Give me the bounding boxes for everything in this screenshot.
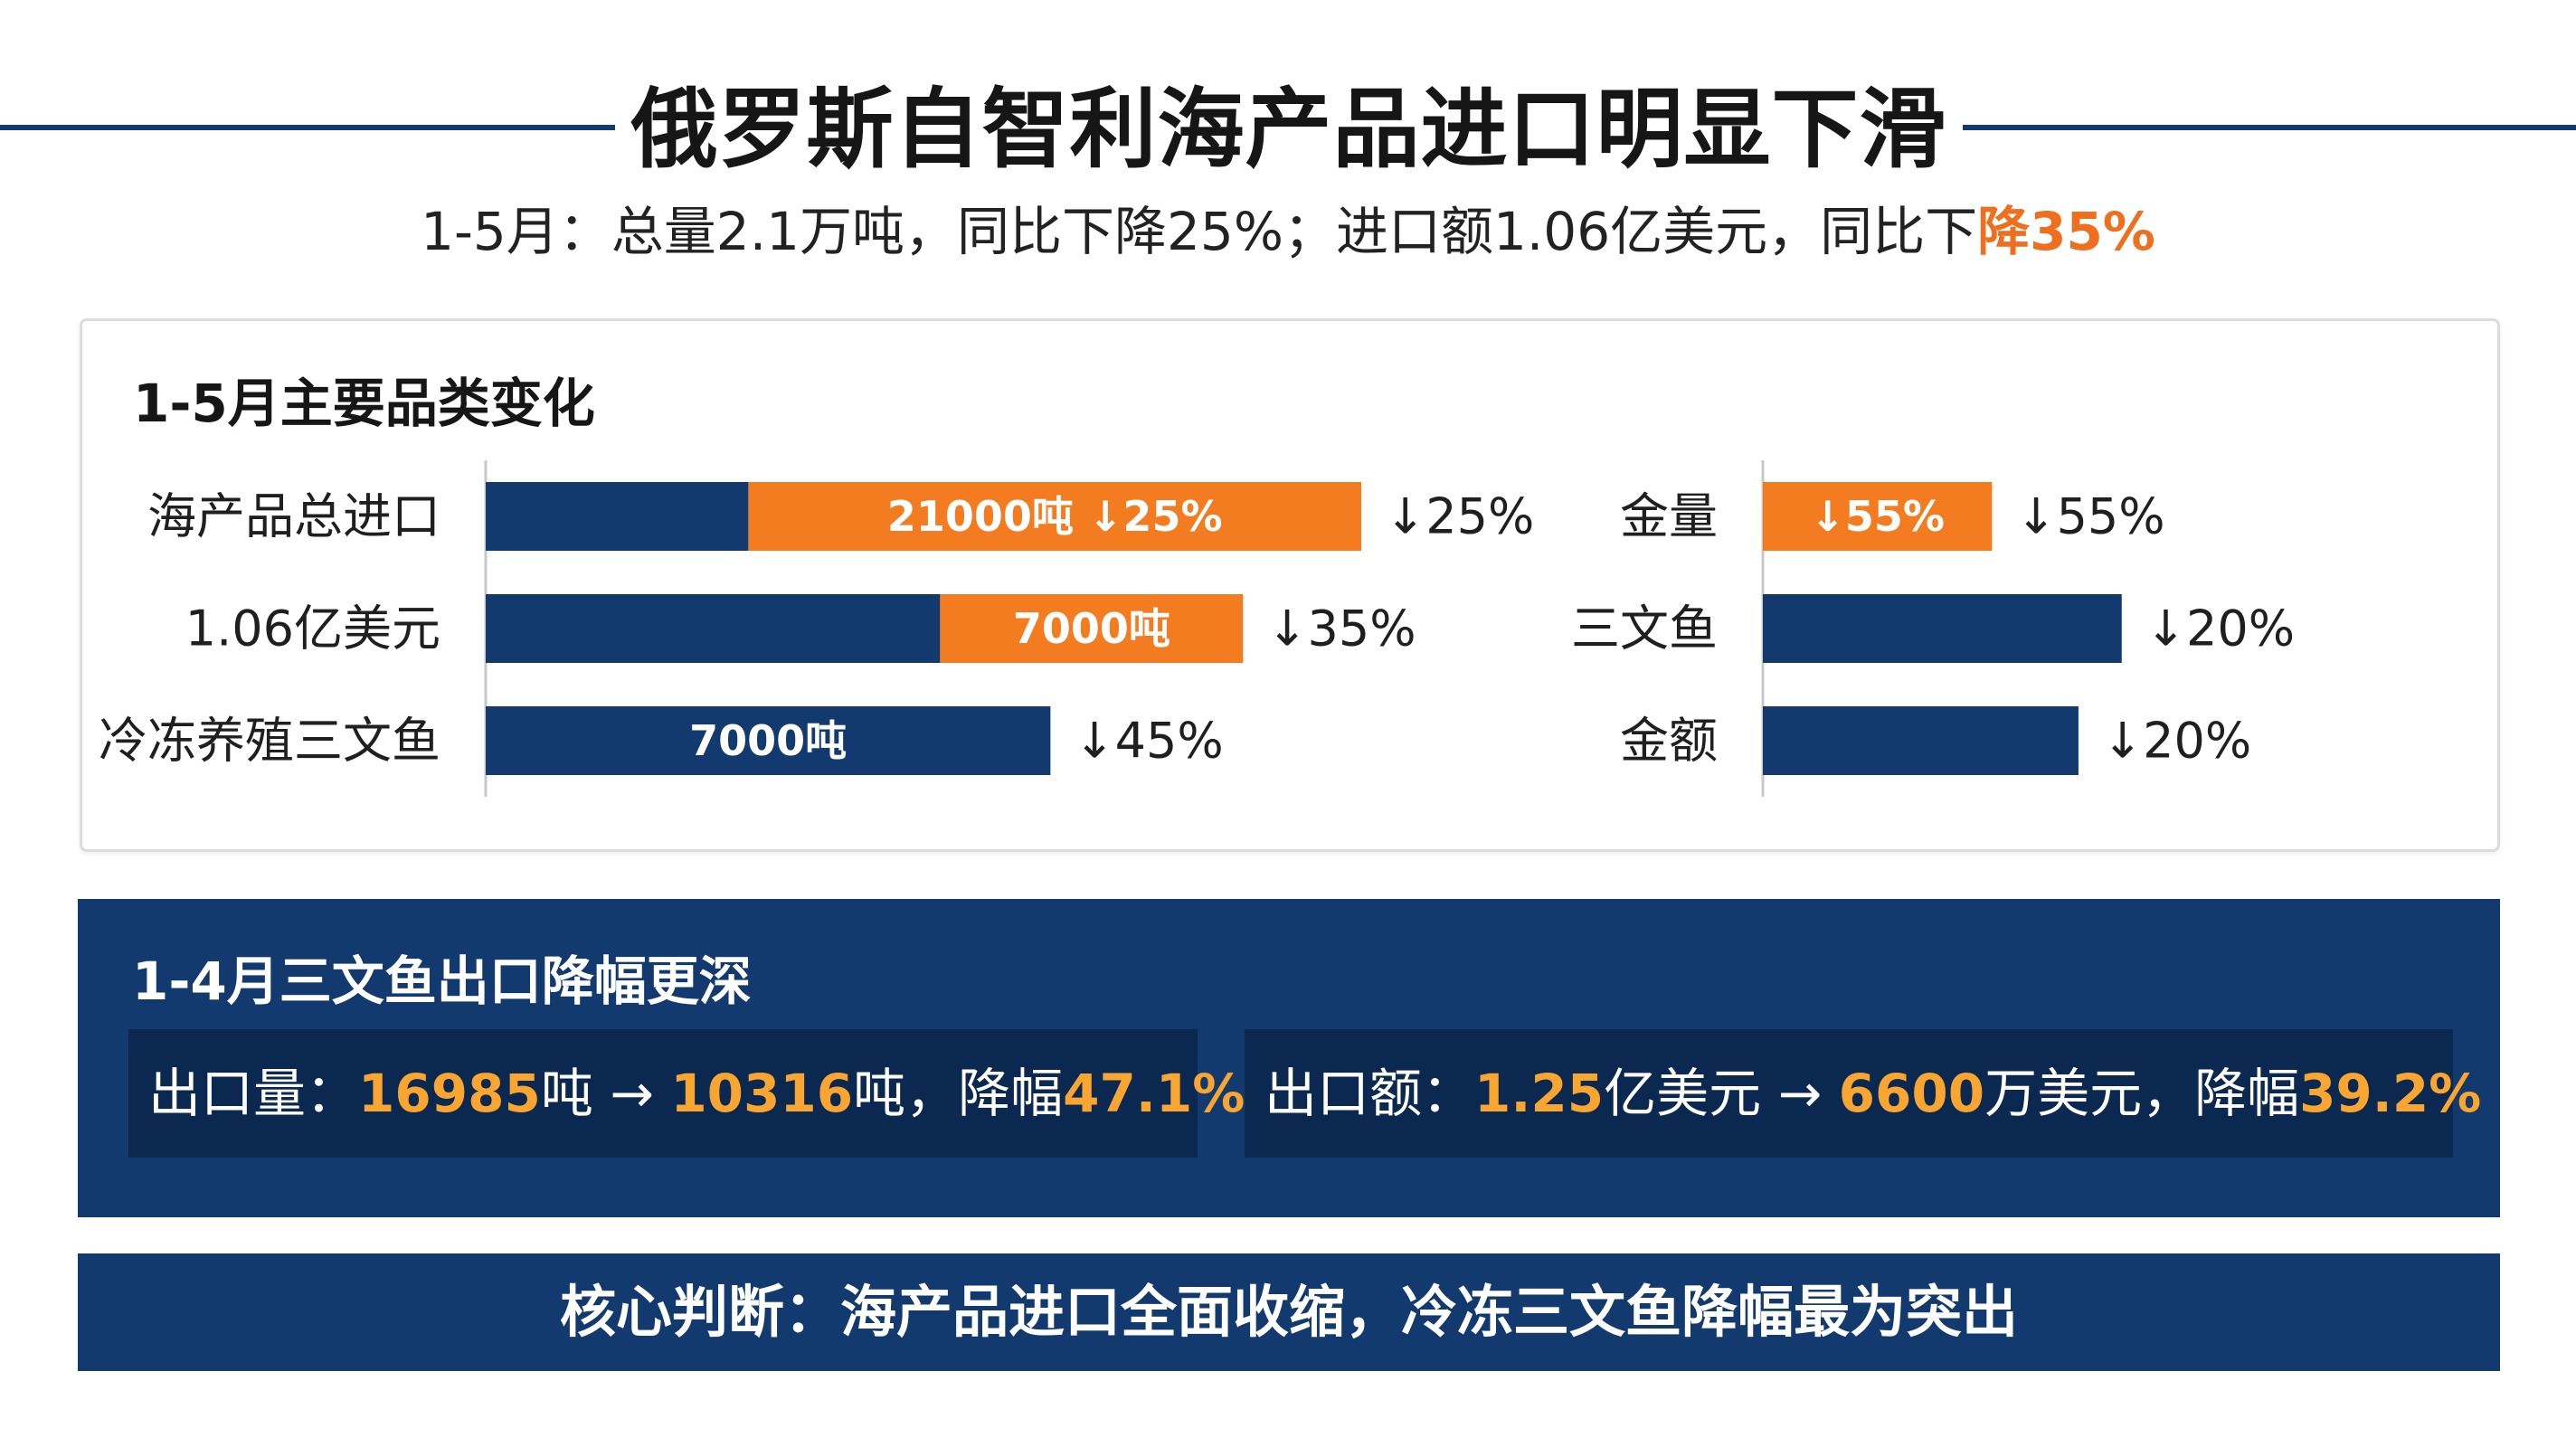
category-change-panel: 1-5月主要品类变化 海产品总进口 21000吨 ↓25% ↓25% 1.06亿美元 7… bbox=[80, 318, 2500, 852]
conclusion-banner: 核心判断：海产品进口全面收缩，冷冻三文鱼降幅最为突出 bbox=[78, 1253, 2500, 1371]
bar-base bbox=[486, 706, 1051, 775]
bar-highlight bbox=[1763, 482, 1993, 551]
category-label: 金量 bbox=[1620, 488, 1718, 545]
subtitle-highlight: 降35% bbox=[1977, 201, 2155, 262]
category-label: 冷冻养殖三文鱼 bbox=[99, 713, 440, 770]
export-value-to: 6600 bbox=[1838, 1063, 1985, 1124]
bar-base bbox=[1763, 706, 2079, 775]
change-label: ↓20% bbox=[2102, 713, 2251, 770]
bar-base bbox=[486, 482, 749, 551]
change-label: ↓35% bbox=[1266, 601, 1416, 657]
category-bar-chart: 海产品总进口 21000吨 ↓25% ↓25% 1.06亿美元 7000吨 ↓35% 冷冻养… bbox=[99, 460, 2295, 797]
subtitle-text: 1-5月：总量2.1万吨，同比下降25%；进口额1.06亿美元，同比下 bbox=[421, 201, 1978, 262]
export-value-from-unit: 亿美元 bbox=[1604, 1063, 1762, 1124]
export-volume-to-unit: 吨，降幅 bbox=[853, 1063, 1064, 1124]
bar-base bbox=[486, 594, 941, 663]
export-volume-from-unit: 吨 bbox=[540, 1063, 593, 1124]
page-subtitle: 1-5月：总量2.1万吨，同比下降25%；进口额1.06亿美元，同比下降35% bbox=[0, 197, 2576, 266]
bar-base bbox=[1763, 594, 2122, 663]
bar-value-label: 21000吨 ↓25% bbox=[887, 492, 1223, 541]
category-label: 海产品总进口 bbox=[147, 488, 440, 545]
bar-value-label: 7000吨 bbox=[689, 716, 847, 765]
export-volume-label: 出口量： bbox=[148, 1063, 359, 1124]
bar-highlight bbox=[940, 594, 1244, 663]
page-title: 俄罗斯自智利海产品进口明显下滑 bbox=[630, 79, 1947, 180]
title-row: 俄罗斯自智利海产品进口明显下滑 bbox=[0, 80, 2576, 179]
category-label: 金额 bbox=[1620, 713, 1718, 770]
bar-highlight bbox=[748, 482, 1361, 551]
export-volume-to: 10316 bbox=[670, 1063, 854, 1124]
arrow-right-icon: → bbox=[1761, 1063, 1839, 1124]
change-label: ↓25% bbox=[1385, 488, 1534, 545]
change-label: ↓45% bbox=[1074, 713, 1223, 770]
bar-value-label: 7000吨 bbox=[1013, 604, 1170, 653]
export-value-from: 1.25 bbox=[1474, 1063, 1605, 1124]
change-label: ↓20% bbox=[2145, 601, 2295, 657]
salmon-export-section: 1-4月三文鱼出口降幅更深 出口量：16985吨 → 10316吨，降幅47.1… bbox=[78, 899, 2500, 1217]
title-rule-right bbox=[1963, 125, 2576, 130]
category-label: 三文鱼 bbox=[1571, 601, 1718, 657]
export-value-to-unit: 万美元，降幅 bbox=[1984, 1063, 2300, 1124]
title-rule-left bbox=[0, 125, 615, 130]
export-volume-stat: 出口量：16985吨 → 10316吨，降幅47.1% bbox=[128, 1029, 1245, 1158]
export-volume-from: 16985 bbox=[358, 1063, 541, 1124]
salmon-section-title: 1-4月三文鱼出口降幅更深 bbox=[132, 950, 752, 1012]
arrow-right-icon: → bbox=[592, 1063, 671, 1124]
panel-title: 1-5月主要品类变化 bbox=[133, 373, 595, 434]
change-label: ↓55% bbox=[2015, 488, 2164, 545]
category-label: 1.06亿美元 bbox=[185, 601, 440, 657]
export-volume-pct: 47.1% bbox=[1063, 1063, 1245, 1124]
export-value-pct: 39.2% bbox=[2299, 1063, 2482, 1124]
export-value-label: 出口额： bbox=[1264, 1063, 1475, 1124]
export-value-stat: 出口额：1.25亿美元 → 6600万美元，降幅39.2% bbox=[1245, 1029, 2481, 1158]
bar-value-label: ↓55% bbox=[1810, 492, 1945, 541]
